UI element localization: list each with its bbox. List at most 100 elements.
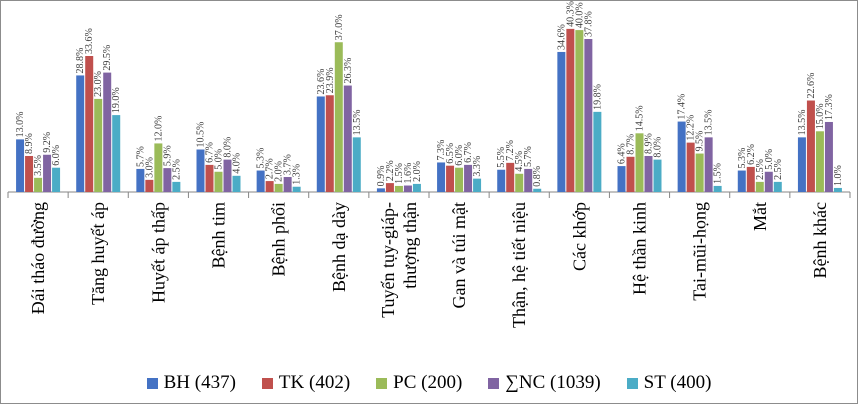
category-label: Bệnh phổi	[269, 202, 289, 277]
bar-2	[626, 156, 635, 192]
bar-2	[746, 166, 755, 192]
bar-3	[334, 42, 343, 192]
data-label: 14.5%	[635, 105, 646, 131]
bar-2	[686, 142, 695, 192]
bar-4	[163, 168, 172, 192]
bar-5	[833, 187, 842, 192]
bar-4	[103, 72, 112, 192]
bar-2	[506, 162, 515, 192]
bar-3	[94, 98, 103, 192]
bar-3	[34, 177, 43, 192]
data-label: 3.3%	[472, 156, 483, 177]
legend-label-pc: PC (200)	[393, 372, 463, 393]
data-label: 37.8%	[583, 11, 594, 37]
bar-4	[403, 185, 412, 192]
bar-1	[797, 137, 806, 192]
data-label: 2.2%	[385, 160, 396, 181]
data-label: 23.0%	[93, 71, 104, 97]
bar-5	[352, 137, 361, 192]
bar-2	[446, 165, 455, 192]
bar-3	[575, 30, 584, 192]
legend-label-bh: BH (437)	[163, 372, 236, 393]
data-label: 29.5%	[102, 45, 113, 71]
data-label: 34.6%	[556, 24, 567, 50]
data-label: 13.0%	[15, 112, 26, 138]
data-label: 0.9%	[376, 166, 387, 187]
data-label: 0.8%	[532, 166, 543, 187]
data-label: 17.4%	[677, 94, 688, 120]
bar-5	[292, 186, 301, 192]
legend-item-bh: BH (437)	[146, 372, 236, 394]
bar-4	[764, 171, 773, 192]
bar-2	[145, 179, 154, 192]
bar-3	[274, 183, 283, 192]
legend-label-tk: TK (402)	[278, 372, 351, 393]
bar-1	[256, 170, 265, 192]
data-label: 1.6%	[403, 163, 414, 184]
bar-1	[376, 188, 385, 192]
data-label: 9.2%	[42, 132, 53, 153]
bar-4	[43, 154, 52, 192]
bar-1	[16, 139, 25, 192]
bar-1	[497, 169, 506, 192]
data-label: 6.4%	[617, 143, 628, 164]
legend-swatch-bh	[146, 377, 158, 389]
bar-2	[385, 183, 394, 192]
legend-item-nc: ∑NC (1039)	[488, 372, 601, 394]
bar-2	[265, 181, 274, 192]
category-label: Thận, hệ tiết niệu	[509, 202, 529, 328]
category-label: Tăng huyết áp	[88, 202, 108, 305]
data-label: 3.5%	[33, 155, 44, 176]
bar-5	[713, 185, 722, 192]
data-label: 6.5%	[445, 143, 456, 164]
bar-3	[695, 153, 704, 192]
data-label: 1.0%	[833, 165, 844, 186]
bar-4	[464, 164, 473, 192]
data-label: 13.5%	[352, 110, 363, 136]
data-label: 2.5%	[773, 159, 784, 180]
bar-2	[205, 164, 214, 192]
bar-1	[737, 170, 746, 192]
data-label: 23.6%	[316, 69, 327, 95]
data-label: 4.0%	[232, 153, 243, 174]
bar-1	[76, 75, 85, 192]
data-label: 1.5%	[394, 163, 405, 184]
bar-5	[52, 167, 61, 192]
bar-3	[755, 181, 764, 192]
data-label: 12.0%	[153, 116, 164, 142]
data-label: 3.0%	[144, 157, 155, 178]
data-label: 33.6%	[84, 28, 95, 54]
legend-label-nc: ∑NC (1039)	[505, 372, 601, 393]
bar-5	[533, 188, 542, 192]
data-label: 7.3%	[436, 140, 447, 161]
data-label: 19.0%	[111, 87, 122, 113]
data-label: 6.7%	[205, 142, 216, 163]
bar-1	[617, 166, 626, 192]
category-label: Hệ thần kinh	[630, 202, 650, 295]
legend-label-st: ST (400)	[643, 372, 712, 393]
data-label: 13.5%	[797, 110, 808, 136]
bar-2	[85, 56, 94, 192]
data-label: 6.0%	[454, 145, 465, 166]
bar-4	[644, 155, 653, 192]
data-label: 37.0%	[334, 14, 345, 40]
data-label: 8.7%	[626, 134, 637, 155]
data-label: 4.5%	[514, 151, 525, 172]
data-label: 12.2%	[686, 115, 697, 141]
data-label: 3.7%	[283, 154, 294, 175]
legend-item-pc: PC (200)	[376, 372, 462, 394]
bar-4	[524, 168, 533, 192]
data-label: 8.9%	[644, 133, 655, 154]
bar-5	[112, 115, 121, 192]
category-label: Mắt	[750, 202, 770, 231]
data-label: 28.8%	[75, 48, 86, 74]
legend-swatch-pc	[376, 377, 388, 389]
bar-5	[773, 181, 782, 192]
data-label: 6.7%	[463, 142, 474, 163]
bar-1	[136, 168, 145, 192]
category-label: Đái tháo đường	[28, 202, 48, 314]
data-label: 19.8%	[592, 84, 603, 110]
data-label: 8.0%	[223, 137, 234, 158]
bar-3	[154, 143, 163, 192]
